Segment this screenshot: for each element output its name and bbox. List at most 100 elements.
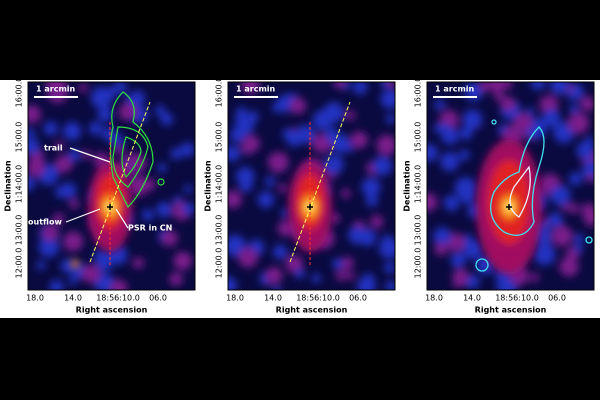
- contour: [490, 126, 545, 236]
- noise-blob: [583, 209, 594, 226]
- noise-blob: [241, 82, 260, 94]
- outflow-axis: [289, 101, 351, 263]
- noise-blob: [350, 131, 368, 149]
- noise-blob: [335, 270, 347, 281]
- y-tick-label: 16:00.0: [15, 77, 24, 108]
- x-tick-label: 18.0: [425, 294, 443, 303]
- noise-blob: [382, 234, 392, 244]
- noise-blob: [502, 82, 513, 90]
- noise-blob: [450, 252, 466, 268]
- y-tick-label: 15:00.0: [15, 122, 24, 153]
- annotation: trail: [44, 144, 63, 153]
- noise-blob: [169, 272, 183, 286]
- noise-blob: [68, 276, 77, 285]
- sky-image: [427, 82, 594, 290]
- noise-blob: [514, 112, 533, 131]
- noise-blob: [542, 108, 561, 127]
- noise-blob: [576, 141, 594, 160]
- noise-blob: [128, 175, 149, 197]
- noise-blob: [427, 192, 438, 212]
- contour: [109, 91, 154, 209]
- noise-blob: [434, 99, 446, 111]
- noise-blob: [235, 167, 255, 186]
- noise-blob: [365, 194, 379, 207]
- noise-blob: [173, 251, 193, 271]
- noise-blob: [361, 273, 376, 288]
- noise-blob: [170, 147, 183, 160]
- noise-blob: [286, 130, 303, 147]
- noise-blob: [54, 141, 64, 150]
- noise-blob: [376, 134, 395, 156]
- noise-blob: [380, 89, 395, 110]
- noise-blob: [550, 185, 571, 206]
- noise-blob: [110, 279, 128, 290]
- noise-blob: [559, 257, 579, 277]
- y-tick-label: 15:00.0: [215, 122, 224, 153]
- y-axis-label: Declination: [204, 160, 213, 211]
- noise-blob: [132, 257, 144, 269]
- noise-blob: [529, 272, 540, 282]
- annotation-arrow: [69, 147, 111, 163]
- noise-blob: [257, 191, 275, 208]
- noise-blob: [154, 105, 166, 116]
- noise-blob: [440, 152, 460, 172]
- noise-blob: [459, 126, 473, 140]
- noise-blob: [555, 230, 565, 240]
- noise-blob: [329, 212, 340, 224]
- noise-blob: [160, 112, 174, 126]
- noise-blob: [530, 82, 546, 90]
- contour: [475, 258, 489, 272]
- noise-blob: [96, 254, 111, 269]
- noise-blob: [346, 271, 355, 281]
- noise-blob: [183, 184, 193, 194]
- noise-blob: [294, 268, 305, 279]
- noise-blob: [28, 128, 36, 138]
- sky-image: [28, 82, 195, 290]
- noise-blob: [272, 102, 282, 113]
- annotation-arrow: [65, 208, 101, 223]
- noise-blob: [334, 82, 346, 89]
- contour: [509, 165, 531, 218]
- noise-blob: [67, 149, 81, 162]
- noise-blob: [182, 202, 195, 216]
- x-tick-label: 14.0: [264, 294, 282, 303]
- noise-blob: [465, 274, 480, 289]
- noise-blob: [28, 105, 42, 124]
- y-axis-label: Declination: [4, 160, 13, 211]
- noise-blob: [372, 156, 393, 176]
- x-tick-label: 18:56:10.0: [96, 294, 140, 303]
- noise-blob: [386, 82, 395, 88]
- noise-blob: [580, 96, 594, 112]
- noise-blob: [49, 279, 64, 290]
- contour: [491, 119, 497, 125]
- noise-blob: [69, 198, 80, 209]
- noise-blob: [370, 215, 384, 229]
- noise-blob: [452, 268, 469, 286]
- noise-blob: [586, 173, 594, 183]
- y-tick-label: 1:14:00.0: [414, 165, 423, 203]
- noise-blob: [361, 177, 381, 197]
- y-tick-label: 12:00.0: [15, 248, 24, 279]
- x-tick-label: 06.0: [149, 294, 167, 303]
- y-tick-label: 13:00.0: [215, 215, 224, 246]
- x-tick-label: 14.0: [463, 294, 481, 303]
- outflow-axis: [89, 101, 151, 263]
- noise-blob: [46, 82, 66, 93]
- noise-blob: [340, 188, 351, 199]
- noise-blob: [97, 107, 113, 122]
- noise-blob: [345, 110, 356, 121]
- noise-blob: [385, 114, 395, 124]
- noise-blob: [454, 177, 477, 199]
- x-tick-label: 18:56:10.0: [296, 294, 340, 303]
- noise-blob: [547, 212, 563, 228]
- noise-blob: [238, 248, 258, 268]
- noise-blob: [118, 103, 137, 121]
- image-frame: [27, 81, 196, 291]
- y-tick-label: 16:00.0: [414, 77, 423, 108]
- noise-blob: [352, 82, 368, 95]
- noise-blob: [63, 231, 84, 252]
- noise-blob: [141, 209, 154, 221]
- noise-blob: [569, 104, 579, 114]
- noise-blob: [114, 82, 127, 94]
